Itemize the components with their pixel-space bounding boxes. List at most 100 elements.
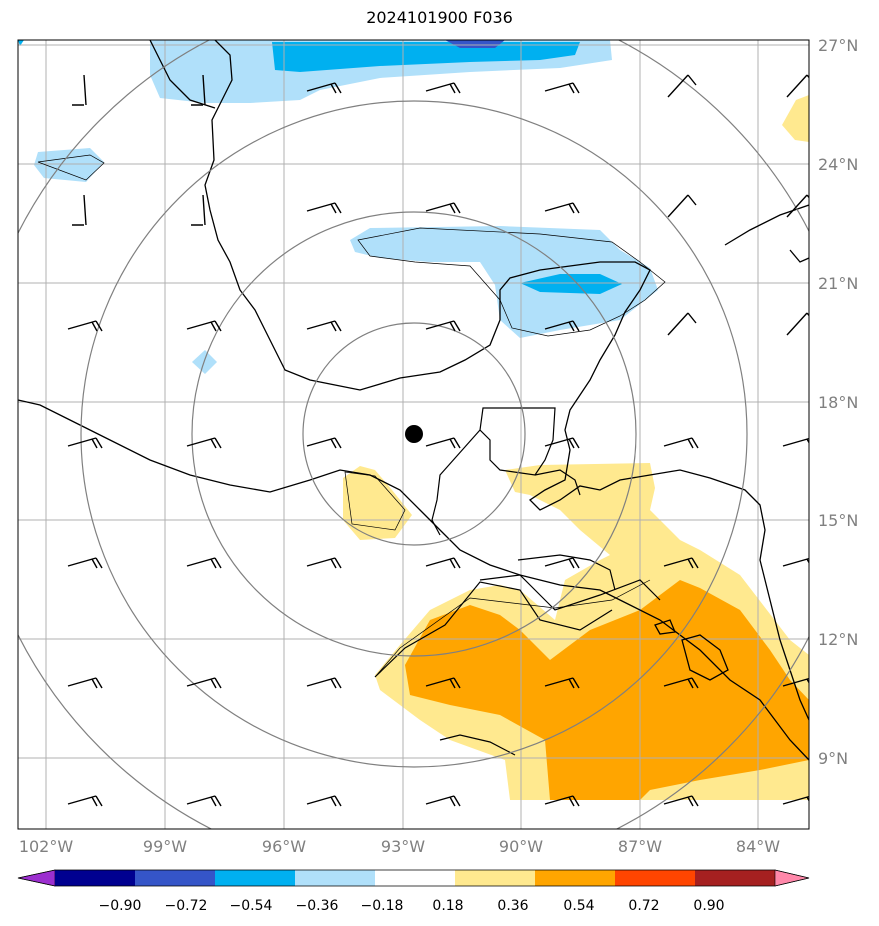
wind-barb [782,677,809,687]
wind-barb [191,74,206,106]
x-tick-label: 102°W [19,837,74,856]
wind-barb [544,677,580,689]
colorbar-swatch [375,870,455,886]
colorbar-tick-label: 0.72 [628,898,659,914]
wind-barb [186,557,222,569]
coastlines [18,40,809,761]
wind-barb [306,202,342,214]
wind-barb [782,557,809,567]
shaded-field-negative [18,40,809,374]
y-tick-label: 18°N [818,393,858,412]
colorbar-tick-label: −0.72 [165,898,208,914]
colorbar-tick-label: −0.90 [99,898,142,914]
wind-barb [306,677,342,689]
wind-barb [786,74,809,98]
x-tick-label: 99°W [143,837,187,856]
wind-barb [663,557,699,569]
colorbar-tick-label: −0.18 [361,898,404,914]
wind-barb [72,74,87,106]
y-tick-labels: 27°N 24°N 21°N 18°N 15°N 12°N 9°N [818,36,858,768]
storm-center-marker [405,425,423,443]
colorbar-swatch [295,870,375,886]
wind-barb [544,82,580,94]
colorbar-extend-high [774,869,810,887]
wind-barb [306,82,342,94]
shaded-field-positive [343,463,809,800]
wind-barb [425,202,461,214]
wind-barb [425,677,461,689]
y-tick-label: 9°N [818,749,848,768]
plot-frame [17,39,810,830]
colorbar-swatch [215,870,295,886]
colorbar-swatch [615,870,695,886]
wind-barb [306,557,342,569]
wind-barb [425,557,461,569]
wind-barb [667,74,697,98]
colorbar-swatch [135,870,215,886]
wind-barb [544,795,580,807]
contour-lines [37,154,666,678]
y-tick-label: 15°N [818,511,858,530]
x-tick-label: 87°W [618,837,662,856]
colorbar-tick-label: 0.54 [563,898,594,914]
y-tick-label: 12°N [818,630,858,649]
colorbar-outline [17,869,810,887]
wind-barb [544,557,580,569]
wind-barb [191,194,206,226]
colorbar-tick-label: −0.36 [296,898,339,914]
colorbar-tick-label: 0.18 [432,898,463,914]
wind-barb [425,320,461,332]
wind-barb [306,320,342,332]
wind-barb [425,795,461,807]
x-tick-label: 96°W [262,837,306,856]
x-tick-labels: 102°W 99°W 96°W 93°W 90°W 87°W 84°W [19,837,780,856]
wind-barb [663,795,699,807]
wind-barb [782,437,809,447]
colorbar-tick-label: 0.90 [693,898,724,914]
y-tick-label: 24°N [818,155,858,174]
wind-barb [186,320,222,332]
wind-barb [663,437,699,449]
wind-barb [67,557,103,569]
wind-barb [544,437,580,449]
colorbar-tick-labels: −0.90 −0.72 −0.54 −0.36 −0.18 0.18 0.36 … [99,898,725,914]
wind-barb [67,437,103,449]
map-title: 2024101900 F036 [366,8,513,27]
wind-barb [425,82,461,94]
colorbar-swatch [455,870,535,886]
x-tick-label: 93°W [381,837,425,856]
wind-barbs [67,74,809,807]
wind-barb [786,312,809,336]
colorbar-swatch [695,870,775,886]
wind-barb [186,437,222,449]
wind-barb [544,320,580,332]
colorbar-tick-label: −0.54 [230,898,273,914]
y-tick-label: 21°N [818,274,858,293]
wind-barb [186,677,222,689]
wind-barb [786,194,809,218]
colorbar-tick-label: 0.36 [497,898,528,914]
colorbar-extend-low [17,869,56,887]
wind-barb [67,795,103,807]
wind-barb [667,194,697,218]
graticule [18,40,809,829]
colorbar-swatch [55,870,135,886]
wind-barb [67,677,103,689]
wind-barb [67,320,103,332]
x-tick-label: 84°W [736,837,780,856]
colorbar-swatch [535,870,615,886]
wind-barb [544,202,580,214]
wind-barb [186,795,222,807]
wind-barb [667,312,697,336]
colorbar [17,869,810,887]
wind-barb [306,795,342,807]
wind-barb [72,194,87,226]
x-tick-label: 90°W [499,837,543,856]
wind-barb [663,677,699,689]
range-rings [18,40,809,829]
wind-barb [306,437,342,449]
wind-barb [782,795,809,805]
y-tick-label: 27°N [818,36,858,55]
wind-barb [425,437,461,449]
